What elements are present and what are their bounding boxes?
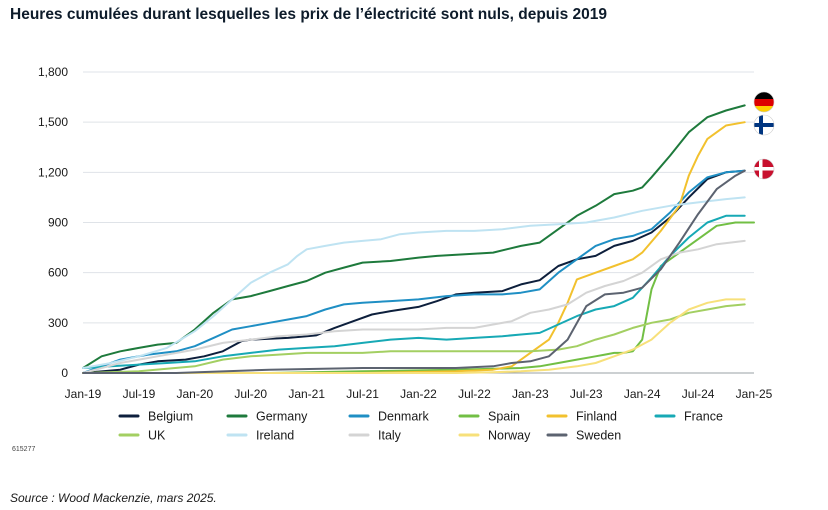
x-tick-label: Jan-19	[65, 387, 102, 401]
y-tick-label: 1,200	[38, 165, 68, 179]
y-tick-label: 1,500	[38, 115, 68, 129]
legend-label-italy: Italy	[378, 429, 402, 443]
x-tick-label: Jan-24	[624, 387, 661, 401]
series-line-italy	[82, 239, 746, 374]
x-tick-label: Jul-19	[123, 387, 156, 401]
series-line-finland	[82, 121, 746, 374]
x-tick-label: Jul-22	[458, 387, 491, 401]
series-line-denmark	[82, 169, 746, 374]
y-tick-label: 0	[61, 366, 68, 380]
finland-flag-icon	[754, 115, 774, 135]
series-line-france	[82, 214, 746, 369]
series-line-ireland	[82, 196, 746, 369]
series-line-spain	[82, 221, 755, 374]
y-tick-label: 300	[48, 316, 68, 330]
legend-label-belgium: Belgium	[148, 410, 193, 424]
y-tick-label: 1,800	[38, 65, 68, 79]
legend-label-france: France	[684, 410, 723, 424]
denmark-flag-icon	[754, 159, 774, 179]
series-line-norway	[82, 298, 746, 374]
legend-label-sweden: Sweden	[576, 429, 621, 443]
x-tick-label: Jan-22	[400, 387, 437, 401]
gridlines	[83, 71, 754, 324]
legend-label-finland: Finland	[576, 410, 617, 424]
flag-annotations	[753, 91, 775, 180]
y-tick-label: 600	[48, 266, 68, 280]
x-tick-label: Jul-21	[346, 387, 379, 401]
legend-label-norway: Norway	[488, 429, 531, 443]
x-tick-label: Jan-21	[288, 387, 325, 401]
x-axis-ticks: Jan-19 Jul-19 Jan-20 Jul-20 Jan-21 Jul-21 Jan-…	[65, 387, 773, 401]
x-tick-label: Jul-20	[234, 387, 267, 401]
legend-label-ireland: Ireland	[256, 429, 294, 443]
series-line-uk	[82, 303, 746, 374]
chart-title: Heures cumulées durant lesquelles les pr…	[10, 6, 607, 23]
source-note: Source : Wood Mackenzie, mars 2025.	[10, 491, 217, 505]
x-tick-label: Jan-25	[736, 387, 773, 401]
x-tick-label: Jul-24	[682, 387, 715, 401]
figure-code: 615277	[12, 446, 36, 453]
y-tick-label: 900	[48, 216, 68, 230]
series-lines	[82, 104, 755, 374]
x-tick-label: Jan-20	[176, 387, 213, 401]
x-tick-label: Jul-23	[570, 387, 603, 401]
legend-label-denmark: Denmark	[378, 410, 429, 424]
x-tick-label: Jan-23	[512, 387, 549, 401]
legend-label-germany: Germany	[256, 410, 308, 424]
series-line-sweden	[82, 169, 746, 374]
germany-flag-icon	[754, 92, 774, 112]
legend-label-spain: Spain	[488, 410, 520, 424]
series-line-belgium	[82, 169, 746, 374]
y-axis-ticks: 0 300 600 900 1,200 1,500 1,800	[38, 65, 68, 380]
legend-label-uk: UK	[148, 429, 166, 443]
legend: Belgium Germany Denmark Spain Finland France U…	[118, 410, 723, 443]
